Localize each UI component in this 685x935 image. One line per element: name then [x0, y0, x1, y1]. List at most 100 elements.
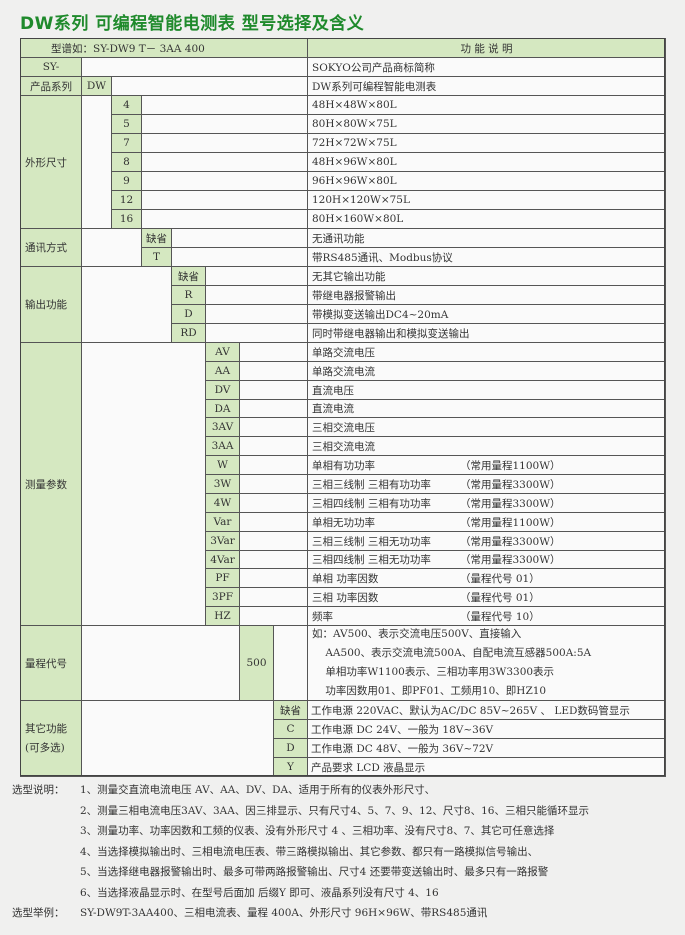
measure-desc-text: 单相 功率因数: [312, 572, 379, 585]
blank-cell: [239, 493, 308, 513]
page-title: DW系列 可编程智能电测表 型号选择及含义: [20, 14, 365, 34]
blank-cell: [239, 606, 308, 626]
measure-desc-text: 三相三线制 三相有功功率: [312, 478, 431, 491]
size-code: 9: [111, 171, 142, 191]
other-desc: 工作电源 220VAC、默认为AC/DC 85V~265V 、 LED数码管显示: [307, 700, 666, 720]
size-desc: 120H×120W×75L: [307, 190, 666, 210]
measure-desc-text: 单相无功功率: [312, 516, 375, 529]
measure-code: 3Var: [205, 531, 240, 551]
size-code: 16: [111, 209, 142, 229]
blank-cell: [81, 342, 206, 626]
measure-desc: 单相无功功率 （常用量程1100W）: [307, 512, 666, 532]
measure-range-note: （量程代号 10）: [460, 610, 540, 623]
group-label-measure: 测量参数: [20, 342, 82, 626]
size-desc: 80H×160W×80L: [307, 209, 666, 229]
blank-cell: [239, 587, 308, 607]
blank-cell: [239, 417, 308, 437]
blank-cell: [239, 455, 308, 475]
comm-desc: 带RS485通讯、Modbus协议: [307, 247, 666, 267]
output-desc: 同时带继电器输出和模拟变送输出: [307, 323, 666, 343]
blank-cell: [239, 474, 308, 494]
blank-cell: [239, 342, 308, 362]
size-desc: 48H×96W×80L: [307, 152, 666, 172]
measure-range-note: （常用量程3300W）: [460, 478, 561, 491]
measure-desc: 单相 功率因数 （量程代号 01）: [307, 568, 666, 588]
range-desc-line: AA500、表示交流电流500A、自配电流互感器500A:5A: [312, 647, 592, 659]
measure-desc-text: 三相交流电流: [312, 440, 375, 453]
blank-cell: [111, 76, 308, 96]
blank-cell: [141, 190, 308, 210]
measure-code: Var: [205, 512, 240, 532]
note-item: 1、测量交直流电流电压 AV、AA、DV、DA、适用于所有的仪表外形尺寸、: [80, 784, 436, 796]
output-desc: 无其它输出功能: [307, 266, 666, 286]
blank-cell: [81, 266, 172, 343]
blank-cell: [81, 625, 240, 701]
measure-code: 3W: [205, 474, 240, 494]
measure-desc-text: 三相四线制 三相有功功率: [312, 497, 431, 510]
size-desc: 80H×80W×75L: [307, 114, 666, 134]
other-desc: 产品要求 LCD 液晶显示: [307, 757, 666, 777]
notes-label: 选型说明：: [12, 784, 65, 796]
blank-cell: [81, 57, 308, 77]
note-item: 4、当选择模拟输出时、三相电流电压表、带三路模拟输出、其它参数、都只有一路模拟信…: [80, 845, 539, 858]
blank-cell: [239, 361, 308, 381]
measure-desc: 单路交流电流: [307, 361, 666, 381]
example-label: 选型举例：: [12, 907, 65, 919]
output-desc: 带继电器报警输出: [307, 285, 666, 305]
measure-range-note: （常用量程1100W）: [460, 459, 561, 472]
measure-range-note: （量程代号 01）: [460, 591, 540, 604]
measure-desc: 单相有功功率 （常用量程1100W）: [307, 455, 666, 475]
note-item: 5、当选择继电器报警输出时、最多可带两路报警输出、尺寸4 还要带变送输出时、最多…: [80, 866, 549, 878]
blank-cell: [205, 285, 308, 305]
measure-code: W: [205, 455, 240, 475]
series-desc: DW系列可编程智能电测表: [307, 76, 666, 96]
blank-cell: [205, 266, 308, 286]
series-label: 产品系列: [20, 76, 82, 96]
blank-cell: [239, 531, 308, 551]
comm-code: 缺省: [141, 228, 172, 248]
measure-code: HZ: [205, 606, 240, 626]
size-desc: 96H×96W×80L: [307, 171, 666, 191]
measure-range-note: （常用量程3300W）: [460, 535, 561, 548]
blank-cell: [81, 228, 142, 267]
other-code: C: [273, 719, 308, 739]
blank-cell: [171, 247, 308, 267]
measure-desc-text: 三相四线制 三相无功功率: [312, 554, 431, 566]
blank-cell: [141, 152, 308, 172]
measure-range-note: （量程代号 01）: [460, 572, 540, 585]
output-code: 缺省: [171, 266, 206, 286]
measure-code: DA: [205, 399, 240, 418]
size-code: 5: [111, 114, 142, 134]
range-desc: 如：AV500、表示交流电压500V、直接输入 AA500、表示交流电流500A…: [307, 625, 666, 701]
measure-code: DV: [205, 380, 240, 400]
measure-code: AA: [205, 361, 240, 381]
group-label-output: 输出功能: [20, 266, 82, 343]
measure-desc: 单路交流电压: [307, 342, 666, 362]
comm-code: T: [141, 247, 172, 267]
size-code: 12: [111, 190, 142, 210]
measure-desc: 三相交流电压: [307, 417, 666, 437]
measure-desc-text: 单相有功功率: [312, 459, 375, 472]
other-code: 缺省: [273, 700, 308, 720]
measure-desc: 直流电压: [307, 380, 666, 400]
blank-cell: [239, 399, 308, 418]
measure-desc-text: 三相 功率因数: [312, 591, 379, 604]
group-label-comm: 通讯方式: [20, 228, 82, 267]
measure-code: 3AA: [205, 436, 240, 456]
measure-range-note: （常用量程1100W）: [460, 516, 561, 529]
measure-desc-text: 频率: [312, 610, 333, 623]
blank-cell: [141, 95, 308, 115]
range-desc-line: 如：AV500、表示交流电压500V、直接输入: [312, 628, 522, 640]
measure-desc: 三相四线制 三相有功功率 （常用量程3300W）: [307, 493, 666, 513]
measure-desc-text: 单路交流电压: [312, 346, 375, 359]
blank-cell: [141, 171, 308, 191]
range-desc-line: 功率因数用01、即PF01、工频用10、即HZ10: [312, 685, 547, 697]
example-text: SY-DW9T-3AA400、三相电流表、量程 400A、外形尺寸 96H×96…: [80, 907, 488, 919]
measure-desc-text: 三相三线制 三相无功功率: [312, 535, 431, 548]
measure-desc: 三相四线制 三相无功功率 （常用量程3300W）: [307, 550, 666, 569]
note-item: 2、测量三相电流电压3AV、3AA、因三排显示、只有尺寸4、5、7、9、12、尺…: [80, 804, 589, 817]
series-code: DW: [81, 76, 112, 96]
blank-cell: [171, 228, 308, 248]
measure-range-note: （常用量程3300W）: [460, 554, 561, 566]
measure-code: PF: [205, 568, 240, 588]
